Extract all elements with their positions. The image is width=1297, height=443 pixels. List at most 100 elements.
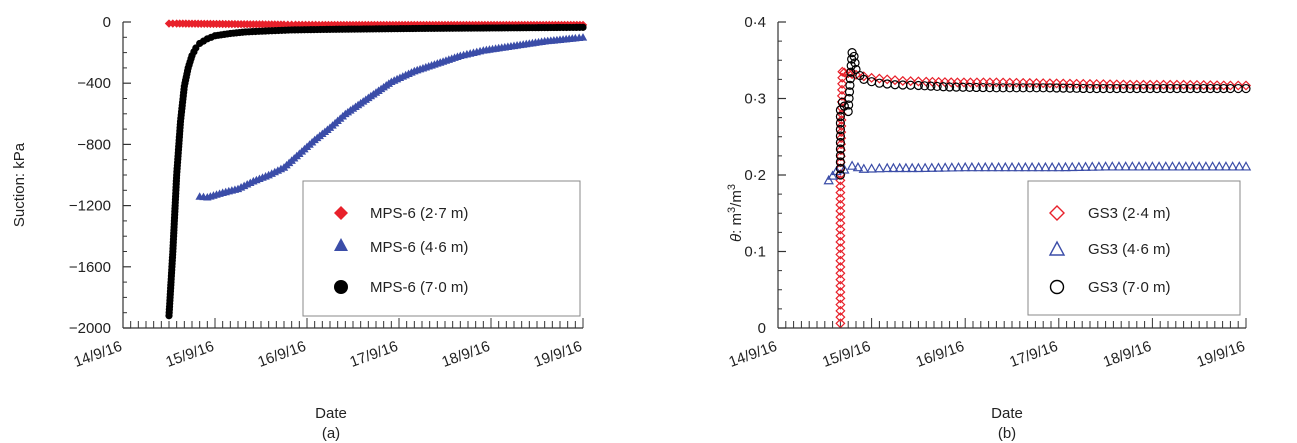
panel-b-series-1-point <box>1131 79 1142 90</box>
panel-b-series-2-point <box>1214 161 1225 171</box>
panel-b-series-1-point <box>835 268 846 279</box>
panel-b-series-1-point <box>991 77 1002 88</box>
panel-a-series-3-point <box>579 23 587 31</box>
panel-b-series-2-point <box>1127 161 1138 171</box>
panel-b-series-2-point <box>919 162 931 172</box>
panel-b-series-3-point <box>835 144 846 154</box>
panel-a-y-tick-label: 0 <box>103 14 111 31</box>
panel-b-series-2-point <box>986 161 998 172</box>
panel-b-series-3-point <box>965 82 975 92</box>
panel-b-series-1-point <box>1044 78 1055 89</box>
panel-b-series-3-point <box>1233 83 1243 94</box>
panel-b-legend-marker-1 <box>1049 205 1065 221</box>
panel-a-legend-label-2: MPS-6 (4·6 m) <box>370 239 468 256</box>
panel-b-series-2-point <box>1040 161 1051 172</box>
panel-a-y-axis-title: Suction: kPa <box>11 142 28 227</box>
panel-b-series-2-point <box>1207 161 1218 171</box>
panel-b-series-3-point <box>926 81 936 91</box>
panel-b-series-1-point <box>835 199 846 210</box>
panel-b-x-tick-label: 16/9/16 <box>914 338 967 371</box>
panel-b-series-1-point <box>952 77 963 88</box>
panel-b-y-ticks: 0 0·1 0·2 0·3 0·4 <box>744 14 786 337</box>
panel-b-series-1-point <box>1125 79 1136 90</box>
panel-b-series-3-point <box>938 82 948 92</box>
panel-b-series-1-point <box>1064 78 1075 89</box>
panel-b-series-1-point <box>1240 80 1252 91</box>
panel-b-series-3-point <box>1138 83 1149 94</box>
panel-b-series-1-point <box>835 255 846 266</box>
panel-b-y-tick-label: 0·3 <box>744 91 766 108</box>
panel-b-series-1-point <box>1151 79 1162 90</box>
panel-b-series-1-point <box>835 280 846 291</box>
panel-b-series-1-point <box>1078 78 1089 89</box>
panel-a-legend-marker-1 <box>334 206 348 220</box>
panel-a-x-tick-label: 14/9/16 <box>72 338 125 371</box>
panel-b-series-1-point <box>1165 79 1176 90</box>
panel-b-series-3-point <box>1105 83 1115 94</box>
panel-b-series-1-point <box>835 187 846 198</box>
panel-b-series-2-point <box>1000 161 1011 172</box>
panel-b-series-3-point <box>998 83 1008 93</box>
panel-b-series-3-point <box>835 137 846 148</box>
panel-b-series-1-point <box>1233 80 1244 91</box>
panel-b-series-2-point <box>1140 161 1151 171</box>
panel-b-series-1-point <box>835 175 846 186</box>
panel-b-series-3-point <box>1212 83 1222 94</box>
panel-b-series-1-point <box>835 274 846 285</box>
panel-b-series-1-point <box>837 66 848 77</box>
panel-b-series-2-point <box>1046 161 1058 172</box>
panel-b-series-1-point <box>835 151 846 162</box>
panel-b-x-ticks: 14/9/16 15/9/16 16/9/16 17/9/16 18/9/16 19/9/… <box>727 318 1248 371</box>
panel-b-legend-label-1: GS3 (2·4 m) <box>1088 205 1171 222</box>
panel-b-series-1-point <box>1038 78 1049 89</box>
panel-b-y-tick-label: 0 <box>758 320 766 337</box>
panel-b-x-tick-label: 19/9/16 <box>1195 338 1248 371</box>
panel-b-series-2-point <box>1053 161 1065 172</box>
panel-b-series-1-point <box>1191 79 1203 90</box>
panel-b-series-2-point <box>1153 161 1165 171</box>
panel-b-series-3-point <box>1078 83 1088 94</box>
panel-b-series-3-point <box>1058 83 1068 93</box>
panel-b-series-2-point <box>953 162 964 172</box>
panel-a-legend-label-1: MPS-6 (2·7 m) <box>370 205 468 222</box>
panel-b-series-3-point <box>1005 83 1015 93</box>
panel-b-series-3-point <box>844 93 854 104</box>
panel-b-series-2-point <box>852 161 864 172</box>
panel-b-series-2-point <box>823 174 834 185</box>
panel-b-series-3-point <box>1112 83 1122 94</box>
panel-b-series-1-point <box>1071 78 1082 89</box>
panel-b-series-3-point <box>1158 83 1169 94</box>
panel-b-series-3-point <box>835 111 846 122</box>
panel-b-series-3-point <box>846 67 856 77</box>
panel-b-series-3-point <box>985 83 995 93</box>
panel-b-series-3-point <box>1185 83 1195 94</box>
panel-b-series-3-point <box>1065 83 1075 93</box>
panel-b-series-1-point <box>1218 80 1229 91</box>
panel-b-series-3-point <box>1051 83 1062 93</box>
panel-b-series-2-point <box>888 162 899 173</box>
panel-b-series-1-point <box>850 69 862 80</box>
panel-b-series-2-point <box>993 161 1004 172</box>
panel-b-series-1-point <box>835 261 846 273</box>
panel-a-legend-label-3: MPS-6 (7·0 m) <box>370 279 468 296</box>
panel-b-series-3-point <box>835 163 846 174</box>
panel-b-series-2-point <box>1006 161 1018 172</box>
panel-b-series-3-point <box>1241 83 1251 94</box>
panel-b-series-1-point <box>1178 79 1189 90</box>
panel-b-series-1-point <box>913 76 924 87</box>
panel-a-x-ticks: 14/9/16 15/9/16 16/9/16 17/9/16 18/9/16 19/9/… <box>72 318 584 371</box>
panel-b-series-1-point <box>897 75 908 86</box>
panel-b-legend: GS3 (2·4 m) GS3 (4·6 m) GS3 (7·0 m) <box>1027 180 1241 316</box>
panel-b-y-axis-title: θ: m3/m3 <box>726 184 745 242</box>
panel-b-series-3-point <box>951 82 961 92</box>
panel-b-series-3-point <box>1038 83 1048 93</box>
panel-b-y-tick-label: 0·1 <box>744 244 766 261</box>
panel-b-series-2-point <box>906 162 918 173</box>
panel-b-series-3-point <box>1025 83 1035 93</box>
panel-b-series-3-point <box>944 82 955 92</box>
panel-b-series-1-point <box>1118 79 1129 90</box>
panel-b-series-1-point <box>835 212 846 223</box>
panel-b-x-tick-label: 15/9/16 <box>820 338 873 371</box>
panel-b-series-3-point <box>1178 83 1189 94</box>
panel-a-legend-box <box>302 180 581 317</box>
